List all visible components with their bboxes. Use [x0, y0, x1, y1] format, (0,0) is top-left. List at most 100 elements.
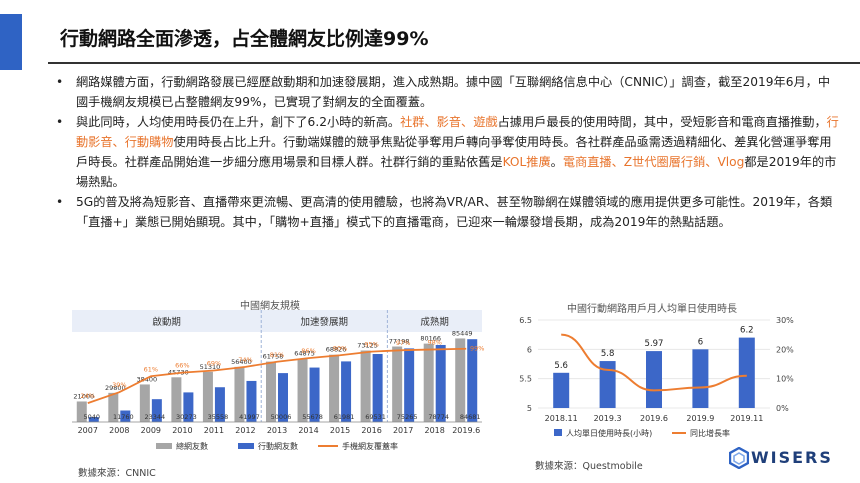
bar-total-netizens [360, 350, 371, 422]
x-tick-label: 2019.11 [730, 414, 763, 423]
coverage-label: 39% [112, 381, 126, 389]
highlight-text: 行動影音、行動購物 [76, 115, 839, 149]
y2-tick-label: 10% [776, 375, 794, 384]
bullet-text: 。 [550, 155, 563, 169]
mobile-value-label: 23344 [145, 413, 166, 421]
chart2-title: 中國行動網路用戶月人均單日使用時長 [567, 304, 737, 315]
bar-mobile-netizens [435, 344, 446, 422]
highlight-text: 電商直播、Z世代圈層行銷、Vlog [562, 155, 745, 169]
mobile-value-label: 41997 [239, 413, 260, 421]
bullet-item: • 5G的普及將為短影音、直播帶來更流暢、更高清的使用體驗，也將為VR/AR、甚至… [50, 192, 840, 232]
x-tick-label: 2019.9 [686, 414, 714, 423]
x-tick-label: 2007 [78, 426, 98, 435]
legend-label-growth: 同比增長率 [690, 428, 730, 438]
bullet-dot: • [56, 195, 64, 209]
bar-mobile-netizens [404, 348, 415, 422]
bar-daily-usage [738, 337, 755, 408]
bar-total-netizens [139, 384, 150, 422]
hexagon-logo-icon [729, 447, 749, 469]
chart2-source: 數據來源：Questmobile [535, 461, 643, 472]
page-title: 行動網路全面滲透，占全體網友比例達99% [60, 28, 429, 50]
phase-label: 成熟期 [420, 316, 449, 328]
y2-tick-label: 30% [776, 316, 794, 325]
x-tick-label: 2019.6 [452, 426, 480, 435]
legend-label-coverage: 手機網友覆蓋率 [342, 441, 398, 451]
phase-label: 啟動期 [152, 316, 181, 328]
legend-label-total: 總網友數 [176, 441, 208, 451]
coverage-label: 24% [81, 392, 95, 400]
highlight-text: KOL推廣 [502, 155, 551, 169]
bullet-text: 使用時長占比上升。行動端媒體的競爭焦點從爭奪用戶轉向爭奪使用時長。各社群產品亟需… [76, 135, 832, 169]
chart1-source: 數據來源：CNNIC [78, 468, 156, 479]
usage-value-label: 5.8 [601, 349, 615, 359]
coverage-label: 99% [470, 345, 484, 353]
coverage-label: 97% [396, 339, 410, 347]
title-accent-bar [0, 14, 22, 70]
title-divider [48, 62, 860, 64]
bar-total-netizens [234, 366, 245, 422]
coverage-label: 86% [301, 347, 315, 355]
bullet-item: • 網路媒體方面，行動網路發展已經歷啟動期和加速發展期，進入成熟期。據中國「互聯網… [50, 72, 840, 112]
wisers-logo: WISERS [729, 446, 839, 472]
bullet-dot: • [56, 75, 64, 89]
bar-total-netizens [266, 361, 276, 422]
bar-mobile-netizens [88, 417, 99, 422]
coverage-label: 66% [175, 362, 189, 370]
chart1-title: 中國網友規模 [240, 301, 300, 312]
usage-value-label: 6 [698, 337, 703, 347]
phase-label: 加速發展期 [301, 316, 349, 328]
legend-label-usage: 人均單日使用時長(小時) [566, 428, 652, 438]
y-tick-label: 5 [527, 404, 532, 413]
coverage-label: 69% [207, 359, 221, 367]
total-value-label: 77198 [389, 338, 410, 346]
bullet-text: 占據用戶最長的使用時間，其中，受短影音和電商直播推動， [497, 115, 827, 129]
growth-rate-line [561, 333, 747, 392]
bullet-text: 網路媒體方面，行動網路發展已經歷啟動期和加速發展期，進入成熟期。據中國「互聯網絡… [76, 75, 831, 109]
highlight-text: 社群、影音、遊戲 [400, 115, 498, 129]
mobile-value-label: 69531 [365, 413, 386, 421]
total-value-label: 21000 [73, 392, 94, 400]
x-tick-label: 2018 [425, 426, 445, 435]
coverage-label: 61% [144, 365, 158, 373]
mobile-value-label: 61981 [334, 413, 355, 421]
bullet-dot: • [56, 115, 64, 129]
usage-value-label: 5.6 [554, 361, 568, 371]
chart2-daily-usage: 5 5.5 6 6.5 0% 10% 20% 30% 5.6 2018.11 5.8 2019.3 5.… [519, 316, 794, 438]
x-tick-label: 2011 [204, 426, 224, 435]
coverage-label: 81% [270, 351, 284, 359]
mobile-value-label: 5040 [83, 413, 100, 421]
bullet-item: • 與此同時，人均使用時長仍在上升，創下了6.2小時的新高。社群、影音、遊戲占據用… [50, 112, 840, 192]
x-tick-label: 2012 [235, 426, 255, 435]
bar-mobile-netizens [278, 373, 288, 422]
total-value-label: 80166 [420, 335, 441, 343]
bullet-text: 與此同時，人均使用時長仍在上升，創下了6.2小時的新高。 [76, 115, 401, 129]
bar-daily-usage [646, 351, 662, 408]
bar-total-netizens [171, 377, 182, 422]
legend-label-mobile: 行動網友數 [258, 441, 298, 451]
bar-total-netizens [76, 401, 87, 422]
mobile-value-label: 11760 [113, 413, 134, 421]
logo-text: WISERS [751, 448, 833, 467]
x-tick-label: 2015 [330, 426, 350, 435]
bar-total-netizens [329, 354, 340, 422]
legend-swatch-total [156, 443, 172, 449]
legend-swatch-usage [554, 429, 562, 436]
x-tick-label: 2013 [267, 426, 287, 435]
mobile-value-label: 84681 [460, 413, 481, 421]
bar-daily-usage [553, 372, 570, 408]
coverage-label: 95% [364, 341, 378, 349]
x-tick-label: 2019.6 [640, 414, 668, 423]
total-value-label: 68826 [326, 346, 347, 354]
y-tick-label: 6 [527, 345, 532, 354]
bar-mobile-netizens [183, 392, 194, 422]
total-value-label: 85449 [452, 329, 473, 337]
phase-header-bg [72, 310, 482, 332]
usage-value-label: 5.97 [645, 339, 664, 349]
x-tick-label: 2010 [172, 426, 192, 435]
mobile-value-label: 55678 [302, 413, 323, 421]
bar-total-netizens [423, 343, 434, 422]
bar-mobile-netizens [120, 410, 131, 422]
mobile-value-label: 75265 [397, 413, 418, 421]
total-value-label: 56400 [231, 358, 252, 366]
chart1-netizen-scale: 啟動期 加速發展期 成熟期 21000 5040 2007 29800 11760 2008 38… [72, 310, 484, 451]
